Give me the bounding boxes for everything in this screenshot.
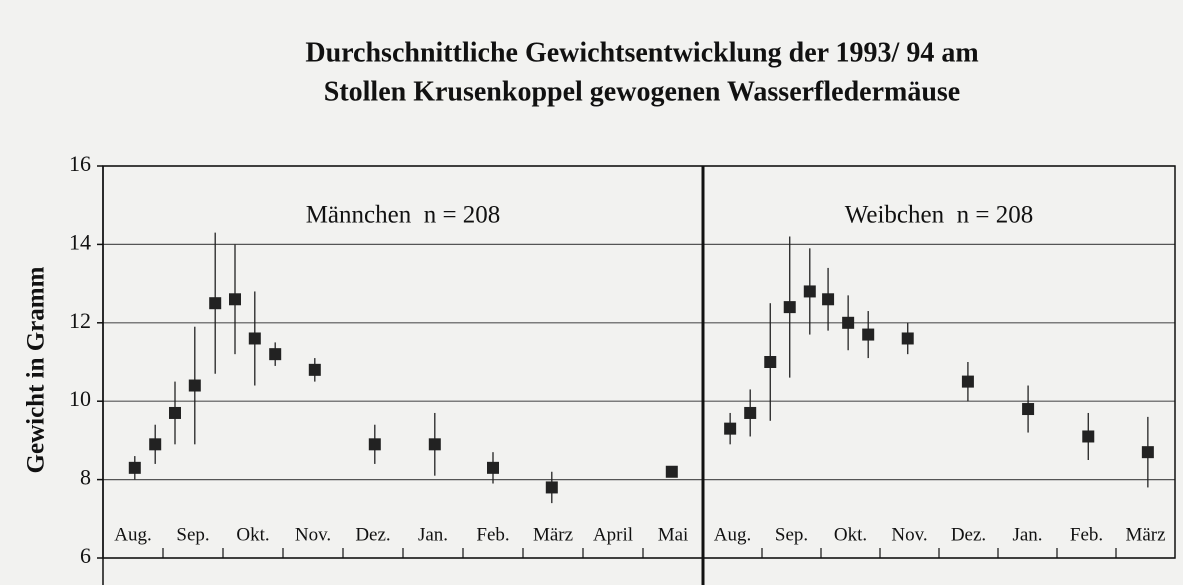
y-tick-label: 8 xyxy=(80,465,91,490)
data-point xyxy=(428,438,441,451)
data-point xyxy=(545,481,558,494)
x-tick-label: März xyxy=(1125,524,1165,545)
x-tick-label: Sep. xyxy=(775,524,808,545)
x-tick-label: Nov. xyxy=(295,524,331,545)
data-point xyxy=(169,406,181,419)
data-point xyxy=(149,438,162,451)
x-tick-label: Jan. xyxy=(418,524,448,545)
x-tick-label: April xyxy=(593,524,633,545)
x-tick-label: Okt. xyxy=(236,524,269,545)
data-point xyxy=(783,301,796,314)
x-tick-label: Sep. xyxy=(176,524,209,545)
data-point xyxy=(764,356,777,368)
y-tick-label: 16 xyxy=(69,151,91,176)
x-tick-label: Dez. xyxy=(951,524,986,545)
panel-label: Weibchen n = 208 xyxy=(845,202,1033,229)
data-point xyxy=(961,375,974,388)
data-point xyxy=(188,379,201,392)
panel-label: Männchen n = 208 xyxy=(306,202,501,229)
x-tick-label: Nov. xyxy=(891,524,927,545)
data-point xyxy=(803,285,816,298)
data-point xyxy=(1141,446,1154,459)
data-point xyxy=(269,348,282,361)
data-point xyxy=(901,332,914,345)
data-point xyxy=(308,363,321,376)
data-point xyxy=(724,422,737,435)
data-point xyxy=(487,461,499,474)
x-tick-label: Okt. xyxy=(834,524,867,545)
y-tick-label: 6 xyxy=(80,543,91,568)
data-point xyxy=(665,465,678,478)
chart-title: Durchschnittliche Gewichtsentwicklung de… xyxy=(305,37,978,68)
x-tick-label: Mai xyxy=(658,524,689,545)
data-point xyxy=(1022,403,1035,416)
data-point xyxy=(128,461,141,474)
x-tick-label: Aug. xyxy=(714,524,751,545)
x-tick-label: Feb. xyxy=(476,524,509,545)
data-point xyxy=(842,316,855,329)
x-tick-label: März xyxy=(533,524,573,545)
y-tick-label: 14 xyxy=(69,229,91,254)
data-point xyxy=(368,438,381,451)
data-point xyxy=(822,293,835,306)
data-point xyxy=(744,406,757,419)
x-tick-label: Jan. xyxy=(1012,524,1042,545)
data-point xyxy=(862,328,875,341)
y-tick-label: 10 xyxy=(69,386,91,411)
data-point xyxy=(248,332,261,345)
data-point xyxy=(1082,430,1095,443)
x-tick-label: Feb. xyxy=(1070,524,1103,545)
x-tick-label: Aug. xyxy=(114,524,151,545)
y-axis-label: Gewicht in Gramm xyxy=(23,266,50,473)
y-tick-label: 12 xyxy=(69,308,91,333)
data-point xyxy=(229,293,241,306)
data-point xyxy=(209,297,222,310)
chart-title: Stollen Krusenkoppel gewogenen Wasserfle… xyxy=(324,76,960,107)
x-tick-label: Dez. xyxy=(355,524,390,545)
